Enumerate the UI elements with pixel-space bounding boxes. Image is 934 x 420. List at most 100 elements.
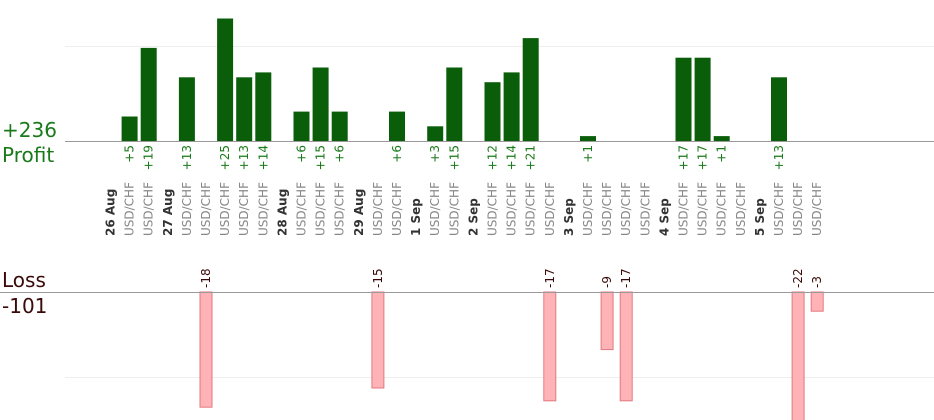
tick-label: USD/CHF [142, 182, 156, 236]
date-label: 29 Aug [352, 189, 366, 236]
profit-bar [580, 136, 596, 141]
tick-label: USD/CHF [256, 182, 270, 236]
tick-label: USD/CHF [791, 182, 805, 236]
axis-lines [0, 141, 934, 293]
tick-label: USD/CHF [543, 182, 557, 236]
profit-value-label: +17 [696, 145, 710, 170]
profit-total: +236 [2, 118, 57, 142]
date-label: 4 Sep [657, 198, 671, 236]
profit-value-label: +1 [581, 145, 595, 163]
profit-bar [522, 38, 539, 141]
tick-label: USD/CHF [333, 182, 347, 236]
loss-bar [371, 291, 385, 389]
tick-label: USD/CHF [734, 182, 748, 236]
loss-value-label: -17 [543, 268, 557, 288]
profit-value-label: +5 [123, 145, 137, 163]
profit-bar [771, 77, 787, 141]
profit-bar [121, 116, 138, 141]
profit-value-label: +13 [237, 145, 251, 170]
loss-bar [791, 291, 805, 420]
tick-label: USD/CHF [314, 182, 328, 236]
profit-bar [178, 77, 195, 141]
profit-bar [389, 111, 405, 141]
loss-value-label: -9 [600, 276, 614, 288]
loss-value-label: -18 [199, 268, 213, 288]
loss-value-label: -3 [810, 276, 824, 288]
labels: 26 Aug USD/CHF +5 USD/CHF +19 27 Aug USD/CHF +1… [104, 145, 825, 288]
tick-label: USD/CHF [428, 182, 442, 236]
tick-label: USD/CHF [619, 182, 633, 236]
tick-label: USD/CHF [581, 182, 595, 236]
profit-value-label: +6 [390, 145, 404, 163]
date-label: 2 Sep [466, 198, 480, 236]
profit-bar [427, 126, 444, 141]
loss-bar [199, 291, 213, 408]
profit-value-label: +21 [524, 145, 538, 170]
tick-label: USD/CHF [600, 182, 614, 236]
profit-bar [503, 72, 520, 141]
tick-label: USD/CHF [390, 182, 404, 236]
tick-label: USD/CHF [486, 182, 500, 236]
profit-value-label: +6 [333, 145, 347, 163]
tick-label: USD/CHF [447, 182, 461, 236]
date-label: 27 Aug [161, 189, 175, 236]
profit-bar [675, 57, 692, 142]
tick-label: USD/CHF [677, 182, 691, 236]
tick-label: USD/CHF [638, 182, 652, 236]
profit-bar [713, 136, 730, 141]
profit-value-label: +19 [142, 145, 156, 170]
tick-label: USD/CHF [371, 182, 385, 236]
tick-label: USD/CHF [180, 182, 194, 236]
date-label: 3 Sep [562, 198, 576, 236]
date-label: 26 Aug [104, 189, 118, 236]
loss-value-label: -17 [619, 268, 633, 288]
profit-value-label: +25 [218, 145, 232, 170]
profit-value-label: +13 [772, 145, 786, 170]
loss-label: Loss [2, 268, 46, 292]
loss-bar [619, 291, 633, 402]
loss-bar [543, 291, 557, 402]
profit-bar [331, 111, 348, 141]
date-label: 1 Sep [409, 198, 423, 236]
profit-bar [217, 18, 234, 141]
profit-value-label: +13 [180, 145, 194, 170]
profit-bar [236, 77, 253, 141]
profit-value-label: +3 [428, 145, 442, 163]
loss-value-label: -22 [791, 268, 805, 288]
tick-label: USD/CHF [295, 182, 309, 236]
profit-value-label: +14 [256, 145, 270, 170]
profit-bar [694, 57, 711, 142]
tick-label: USD/CHF [772, 182, 786, 236]
profit-value-label: +6 [295, 145, 309, 163]
tick-label: USD/CHF [218, 182, 232, 236]
profit-value-label: +17 [677, 145, 691, 170]
profit-bar [140, 47, 157, 141]
tick-label: USD/CHF [237, 182, 251, 236]
profit-bar [312, 67, 329, 141]
profit-value-label: +1 [715, 145, 729, 163]
loss-bar [600, 291, 614, 351]
profit-bar [446, 67, 463, 141]
tick-label: USD/CHF [696, 182, 710, 236]
profit-value-label: +15 [447, 145, 461, 170]
profit-bar [484, 82, 501, 141]
tick-label: USD/CHF [810, 182, 824, 236]
tick-label: USD/CHF [123, 182, 137, 236]
profit-value-label: +14 [505, 145, 519, 170]
loss-bar [810, 291, 824, 312]
date-label: 5 Sep [753, 198, 767, 236]
date-label: 28 Aug [275, 189, 289, 236]
profit-value-label: +12 [486, 145, 500, 170]
profit-value-label: +15 [314, 145, 328, 170]
tick-label: USD/CHF [199, 182, 213, 236]
tick-label: USD/CHF [524, 182, 538, 236]
loss-total: -101 [2, 294, 48, 318]
bars [121, 18, 824, 420]
tick-label: USD/CHF [715, 182, 729, 236]
profit-bar [293, 111, 310, 141]
loss-value-label: -15 [371, 268, 385, 288]
profit-bar [255, 72, 272, 141]
profit-label: Profit [2, 143, 55, 167]
tick-label: USD/CHF [505, 182, 519, 236]
